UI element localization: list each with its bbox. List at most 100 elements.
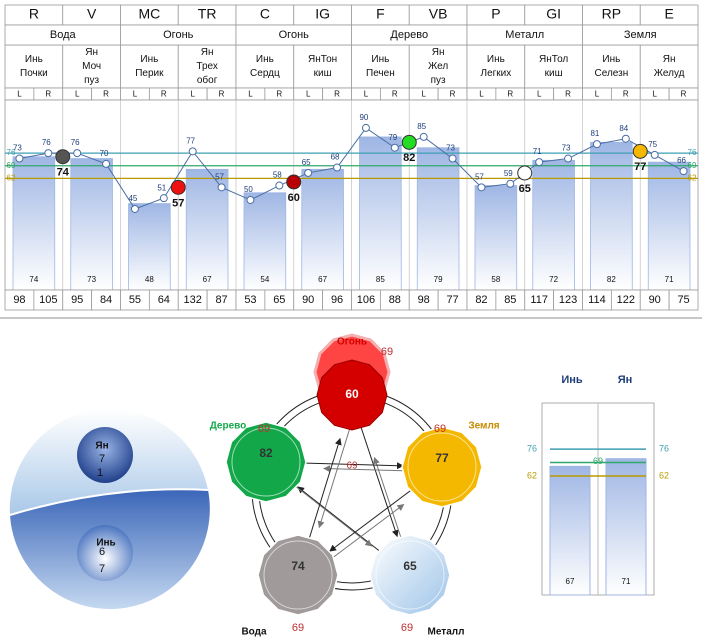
bar (301, 168, 344, 291)
group-label: Огонь (163, 29, 194, 41)
mini-level-label: 69 (593, 456, 603, 466)
point-label: 51 (157, 183, 166, 192)
bar-value-label: 72 (549, 275, 558, 284)
element-value: 82 (259, 446, 273, 460)
group-label: Дерево (390, 29, 428, 41)
lr-label: L (190, 90, 195, 99)
element-ring (407, 432, 477, 502)
point-label: 59 (504, 169, 513, 178)
mini-bar-label: 67 (566, 577, 575, 586)
mini-header: Инь (561, 374, 583, 386)
group-label: Земля (624, 29, 657, 41)
lr-label: L (17, 90, 22, 99)
element-norm: 69 (434, 423, 446, 435)
lr-label: R (565, 90, 571, 99)
element-shape (401, 426, 483, 508)
lr-label: R (334, 90, 340, 99)
yin-dot (77, 525, 133, 581)
code-label: R (29, 6, 39, 22)
bottom-value: 98 (13, 294, 25, 306)
point-label: 50 (244, 185, 253, 194)
point-label: 75 (648, 140, 657, 149)
point (506, 179, 515, 188)
point-label: 70 (100, 149, 109, 158)
point-label: 90 (359, 113, 368, 122)
code-label: E (664, 6, 673, 22)
lr-label: R (276, 90, 282, 99)
group-label: Вода (50, 29, 77, 41)
element-value: 77 (435, 451, 449, 465)
point (390, 143, 399, 152)
meridian-name: ЯнТон (308, 54, 337, 65)
element-norm: 69 (292, 622, 304, 634)
element-name: Земля (468, 421, 499, 432)
meridian-name: Инь (25, 54, 43, 65)
bottom-value: 65 (273, 294, 285, 306)
pair-label: 77 (634, 161, 646, 173)
bar (416, 147, 460, 291)
meridian-name: Инь (487, 54, 505, 65)
meridian-name: киш (314, 68, 332, 79)
cell (120, 44, 179, 89)
point (217, 183, 226, 192)
lr-label: R (45, 90, 51, 99)
group-label: Огонь (279, 29, 310, 41)
lr-label: L (133, 90, 138, 99)
bar (243, 192, 287, 291)
point (650, 150, 659, 159)
element-norm: 69 (258, 423, 270, 435)
point-label: 45 (128, 194, 137, 203)
yin-value: 6 (99, 546, 105, 558)
bar-value-label: 82 (607, 275, 616, 284)
meridian-name: ЯнТол (539, 54, 568, 65)
point-label: 79 (388, 133, 397, 142)
yin-value: 7 (99, 563, 105, 575)
element-norm: 69 (381, 346, 393, 358)
element-ring (263, 540, 333, 610)
cell (408, 44, 468, 89)
bar (359, 136, 402, 291)
bar-value-label: 67 (318, 275, 327, 284)
bottom-value: 123 (559, 294, 577, 306)
point (246, 195, 255, 204)
point-label: 85 (417, 122, 426, 131)
point (333, 163, 342, 172)
bar-value-label: 58 (491, 275, 500, 284)
yin-label: Инь (96, 538, 115, 549)
bar (590, 141, 633, 291)
level-label-left: 62 (7, 173, 16, 182)
element-name: Дерево (210, 421, 247, 432)
point-label: 57 (475, 172, 484, 181)
pair-label: 57 (172, 197, 184, 209)
meridian-name: Ян (432, 47, 445, 58)
lr-label: L (306, 90, 311, 99)
code-label: TR (198, 6, 217, 22)
center-value: 69 (346, 461, 358, 472)
element-ring (375, 540, 445, 610)
element-name: Вода (241, 627, 267, 638)
code-label: F (376, 6, 385, 22)
meridian-name: Ян (85, 47, 98, 58)
lr-label: L (421, 90, 426, 99)
meridian-name: Печен (366, 68, 395, 79)
bottom-value: 85 (504, 294, 516, 306)
bar (474, 185, 518, 291)
bar (12, 156, 56, 291)
bottom-value: 90 (649, 294, 661, 306)
bottom-value: 117 (530, 294, 548, 306)
pair-marker (170, 179, 186, 195)
yang-value: 7 (99, 453, 105, 465)
yang-label: Ян (95, 441, 108, 452)
point-label: 57 (215, 172, 224, 181)
meridian-name: Перик (135, 68, 164, 79)
element-name: Металл (428, 627, 465, 638)
lr-label: R (450, 90, 456, 99)
bar-value-label: 74 (29, 275, 38, 284)
lr-label: R (161, 90, 167, 99)
cell (293, 44, 352, 89)
element-value: 60 (345, 387, 359, 401)
bottom-value: 98 (418, 294, 430, 306)
code-label: MC (138, 6, 160, 22)
lr-label: R (507, 90, 513, 99)
